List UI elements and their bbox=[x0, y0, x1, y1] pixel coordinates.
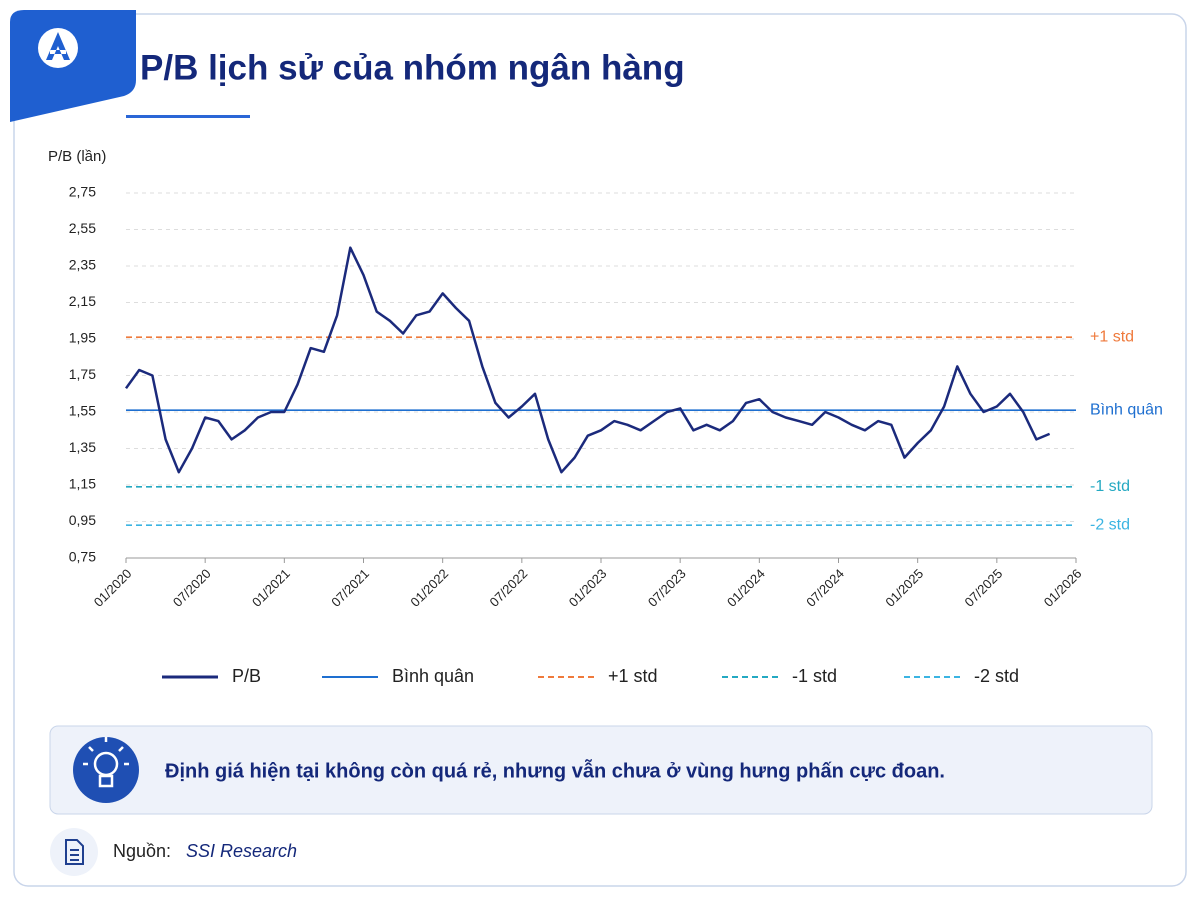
reference-label: +1 std bbox=[1090, 328, 1134, 345]
source-label: Nguồn: bbox=[113, 841, 171, 861]
y-tick-label: 2,15 bbox=[69, 293, 96, 309]
legend-label: -1 std bbox=[792, 666, 837, 686]
insight-text: Định giá hiện tại không còn quá rẻ, nhưn… bbox=[165, 758, 945, 782]
bulb-icon bbox=[73, 737, 139, 803]
y-tick-label: 1,35 bbox=[69, 439, 96, 455]
legend-label: -2 std bbox=[974, 666, 1019, 686]
reference-label: -2 std bbox=[1090, 516, 1130, 533]
legend-label: Bình quân bbox=[392, 666, 474, 686]
title-underline bbox=[126, 115, 250, 118]
legend-label: +1 std bbox=[608, 666, 658, 686]
y-tick-label: 0,95 bbox=[69, 512, 96, 528]
y-tick-label: 1,75 bbox=[69, 366, 96, 382]
pb-line bbox=[124, 246, 1051, 474]
insight-box bbox=[49, 725, 1153, 815]
y-tick-label: 1,55 bbox=[69, 403, 96, 419]
y-tick-label: 2,55 bbox=[69, 220, 96, 236]
source-icon bbox=[50, 828, 98, 876]
reference-label: -1 std bbox=[1090, 478, 1130, 495]
source-name: SSI Research bbox=[186, 841, 297, 861]
legend-label: P/B bbox=[232, 666, 261, 686]
title: P/B lịch sử của nhóm ngân hàng bbox=[140, 48, 685, 87]
y-tick-label: 1,95 bbox=[69, 330, 96, 346]
y-tick-label: 0,75 bbox=[69, 549, 96, 565]
y-axis-label: P/B (lần) bbox=[48, 148, 106, 165]
card bbox=[13, 13, 1187, 887]
y-tick-label: 2,35 bbox=[69, 257, 96, 273]
reference-label: Bình quân bbox=[1090, 401, 1163, 418]
y-tick-label: 2,75 bbox=[69, 184, 96, 200]
y-tick-label: 1,15 bbox=[69, 476, 96, 492]
logo bbox=[38, 28, 78, 68]
